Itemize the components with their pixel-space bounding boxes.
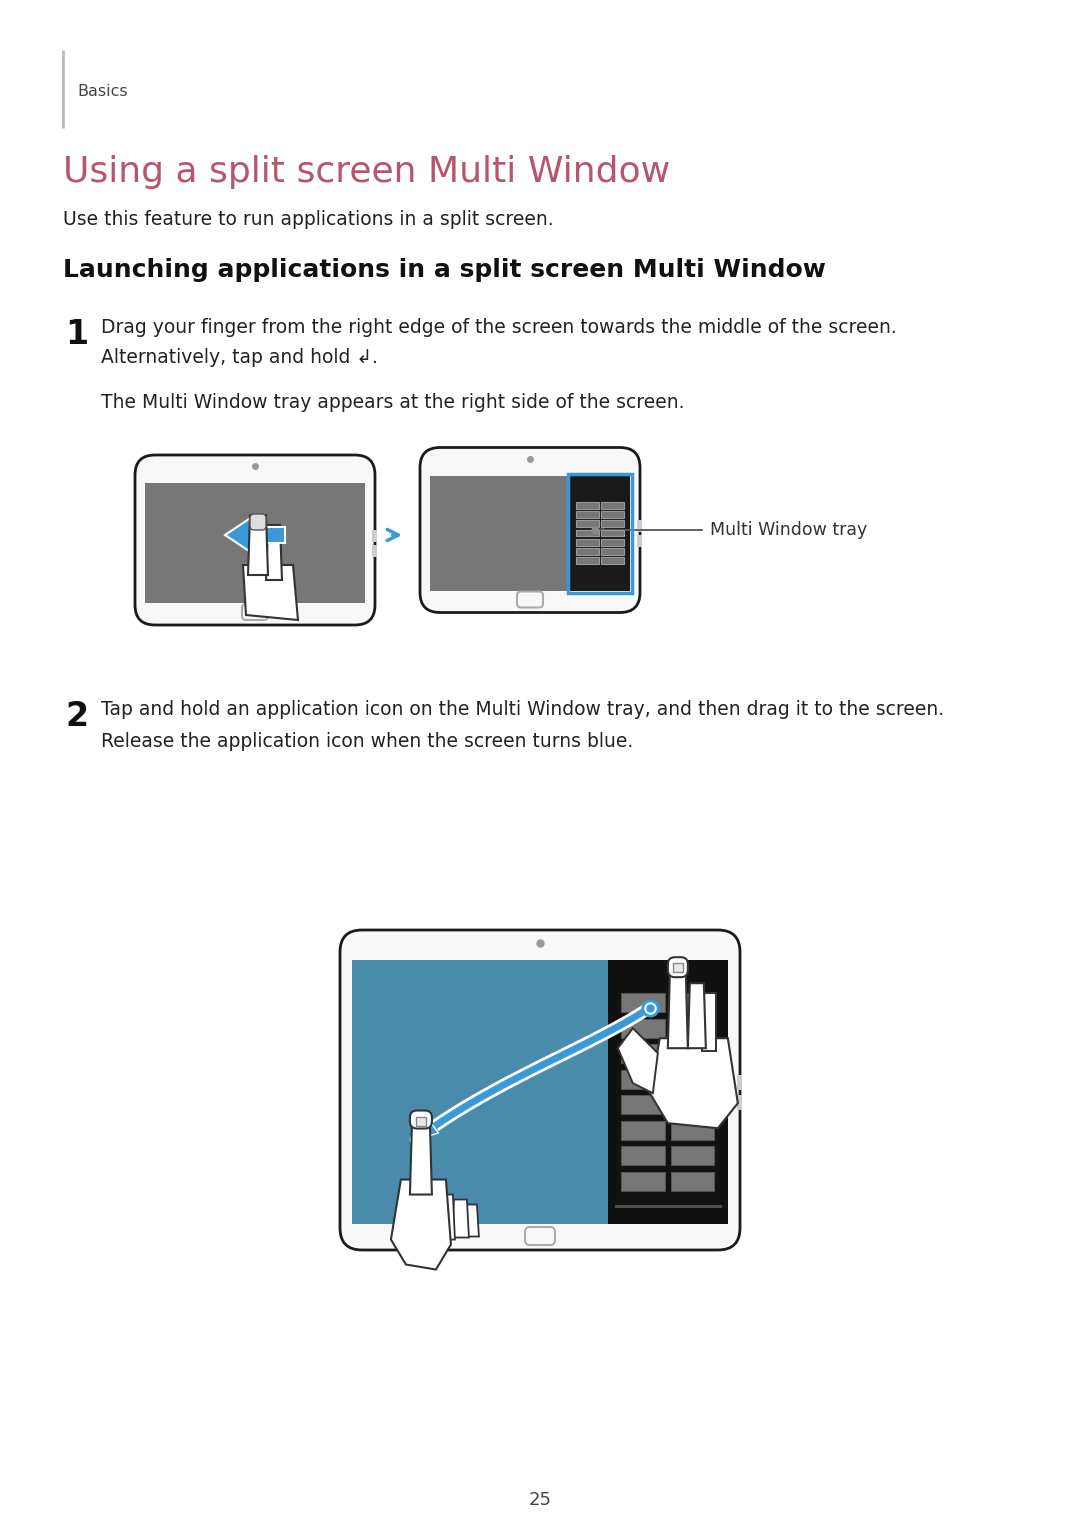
Polygon shape [416,1121,438,1139]
Bar [637,521,642,531]
Text: Drag your finger from the right edge of the screen towards the middle of the scr: Drag your finger from the right edge of … [102,318,896,337]
Polygon shape [416,1121,438,1139]
Bar [671,1070,715,1089]
Bar [576,521,598,527]
FancyBboxPatch shape [249,515,266,530]
Bar [372,545,377,557]
Bar [576,502,598,508]
Bar [621,1070,664,1089]
Bar [576,548,598,554]
Polygon shape [618,1028,658,1093]
Bar [737,1075,742,1090]
Bar [621,1147,664,1165]
Bar [637,534,642,547]
Bar [608,960,728,1225]
Bar [621,1095,664,1115]
Polygon shape [266,525,282,580]
Bar [570,475,630,591]
FancyBboxPatch shape [517,591,543,608]
FancyBboxPatch shape [667,957,688,977]
Text: Alternatively, tap and hold ↲.: Alternatively, tap and hold ↲. [102,348,378,366]
Text: The Multi Window tray appears at the right side of the screen.: The Multi Window tray appears at the rig… [102,392,685,412]
Bar [621,1121,664,1139]
Bar [671,1044,715,1063]
Bar [671,1147,715,1165]
FancyBboxPatch shape [242,605,268,620]
Text: Basics: Basics [77,84,127,99]
Bar [671,1095,715,1115]
Text: 2: 2 [65,699,89,733]
Bar [621,1044,664,1063]
Polygon shape [248,515,268,576]
Polygon shape [667,973,688,1048]
Bar [430,475,630,591]
Polygon shape [463,1205,478,1237]
Bar [737,1095,742,1110]
Bar [352,960,608,1225]
Bar [568,473,632,592]
Polygon shape [391,1179,451,1269]
Bar [576,539,598,545]
FancyBboxPatch shape [420,447,640,612]
Bar [372,530,377,542]
Bar [602,530,624,536]
Bar [671,1171,715,1191]
Text: Use this feature to run applications in a split screen.: Use this feature to run applications in … [63,211,554,229]
Bar [621,993,664,1012]
Text: Launching applications in a split screen Multi Window: Launching applications in a split screen… [63,258,826,282]
Bar [576,512,598,518]
Bar [576,557,598,563]
Bar [602,512,624,518]
FancyBboxPatch shape [525,1228,555,1245]
Bar [602,502,624,508]
Bar [621,1019,664,1038]
Text: 1: 1 [65,318,89,351]
Polygon shape [225,515,285,554]
Bar [602,548,624,554]
Bar [602,521,624,527]
Text: Multi Window tray: Multi Window tray [710,521,867,539]
Bar [145,483,365,603]
Bar [671,1121,715,1139]
Polygon shape [702,993,716,1051]
FancyBboxPatch shape [410,1110,432,1128]
Bar [576,530,598,536]
FancyBboxPatch shape [135,455,375,625]
Text: Tap and hold an application icon on the Multi Window tray, and then drag it to t: Tap and hold an application icon on the … [102,699,944,719]
Bar [671,993,715,1012]
FancyBboxPatch shape [340,930,740,1251]
Polygon shape [243,565,298,620]
Bar [602,557,624,563]
Text: 25: 25 [528,1490,552,1509]
Bar [671,1019,715,1038]
Text: Using a split screen Multi Window: Using a split screen Multi Window [63,156,670,189]
Bar [416,1116,426,1125]
Polygon shape [410,1124,432,1194]
Bar [621,1171,664,1191]
Bar [673,964,683,973]
Polygon shape [688,983,706,1048]
Polygon shape [451,1200,469,1237]
Text: Release the application icon when the screen turns blue.: Release the application icon when the sc… [102,731,633,751]
Polygon shape [650,1038,738,1128]
Bar [602,539,624,545]
Polygon shape [437,1194,455,1240]
